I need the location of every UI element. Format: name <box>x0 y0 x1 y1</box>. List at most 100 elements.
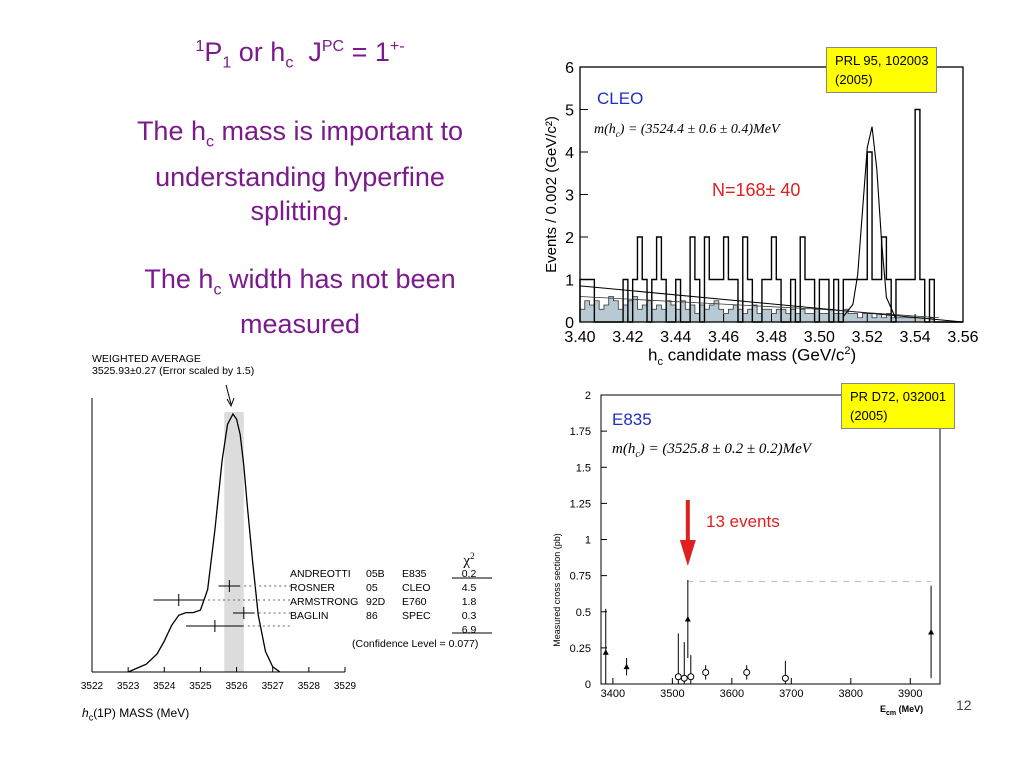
para1-line2: understanding hyperfine <box>155 161 445 192</box>
legend-name: ANDREOTTI <box>290 568 351 580</box>
cleo-peak-fit <box>842 126 897 320</box>
e835-point-circle <box>687 673 695 681</box>
cleo-x-tick-label: 3.50 <box>804 329 835 346</box>
legend-row: BAGLIN 86 SPEC 0.3 <box>290 609 486 623</box>
e835-x-tick-label: 3600 <box>720 688 744 700</box>
para2-a: The h <box>144 263 214 294</box>
para1-b: mass is important to <box>213 116 464 147</box>
e835-point-triangle <box>623 663 630 670</box>
e835-y-tick-label: 1.75 <box>570 426 591 438</box>
cleo-xlabel-sup: 2 <box>844 345 851 357</box>
cleo-y-tick-label: 2 <box>565 230 574 247</box>
e835-y-tick-label: 1.25 <box>570 498 591 510</box>
e835-xlabel: Ecm (MeV) <box>880 704 923 717</box>
legend-experiment: E760 <box>402 596 427 608</box>
ideogram-tick-label: 3526 <box>225 681 248 692</box>
title-subscript: 1 <box>222 54 232 72</box>
legend-chi2: 4.5 <box>461 582 477 594</box>
para2-line2: measured <box>239 309 361 340</box>
legend-chi2: 0.3 <box>461 610 477 622</box>
slide-text: 1P1 or hc JPC = 1+- The hc mass is impor… <box>80 30 520 341</box>
ideogram-header: WEIGHTED AVERAGE 3525.93±0.27 (Error sca… <box>92 353 254 377</box>
cleo-formula: m(hc) = (3524.4 ± 0.6 ± 0.4)MeV <box>594 122 780 139</box>
legend-year: 92D <box>366 596 386 608</box>
e835-arrow-shaft <box>685 500 690 542</box>
legend-year: 05 <box>366 582 378 594</box>
average-band <box>224 412 244 672</box>
e835-point-circle <box>680 674 688 682</box>
title-line: 1P1 or hc JPC = 1+- <box>80 30 520 80</box>
cleo-x-tick-label: 3.48 <box>756 329 787 346</box>
chi2-total: 6.9 <box>461 624 477 636</box>
e835-arrow-label: 13 events <box>706 512 780 531</box>
cleo-x-tick-label: 3.54 <box>900 329 931 346</box>
e835-arrow-head <box>679 540 696 566</box>
legend-experiment: SPEC <box>402 610 431 622</box>
legend-chi2: 0.2 <box>461 568 477 580</box>
cleo-label: CLEO <box>597 89 644 108</box>
e835-y-tick-label: 0.75 <box>570 571 591 583</box>
ideogram-xlabel: hc(1P) MASS (MeV) <box>82 706 189 722</box>
cleo-background-shape <box>579 296 940 319</box>
e835-reference: PR D72, 032001 <box>850 389 947 404</box>
cleo-y-tick-label: 6 <box>565 60 574 77</box>
cleo-xlabel-main: candidate mass (GeV/c <box>662 345 845 365</box>
legend-row: ARMSTRONG 92D E760 1.8 <box>290 595 486 609</box>
legend-experiment: E835 <box>402 568 427 580</box>
e835-year: (2005) <box>850 408 888 423</box>
e835-xlabel-sub: cm <box>886 709 897 717</box>
e835-point-triangle <box>928 628 935 635</box>
para2-line1: The hc width has not been <box>80 262 520 307</box>
e835-x-tick-label: 3500 <box>660 688 684 700</box>
cleo-background-fit <box>579 285 964 323</box>
e835-point-circle <box>674 673 682 681</box>
e835-formula-rest: ) = (3525.8 ± 0.2 ± 0.2)MeV <box>639 441 811 457</box>
cleo-xlabel: hc candidate mass (GeV/c2) <box>648 345 856 368</box>
e835-x-tick-label: 3900 <box>898 688 922 700</box>
cleo-y-tick-label: 1 <box>565 273 574 290</box>
cleo-x-tick-label: 3.40 <box>564 329 595 346</box>
e835-formula-sub: c <box>635 449 640 460</box>
title-mid: or h <box>231 37 286 67</box>
ideogram-tick-label: 3527 <box>262 681 285 692</box>
e835-xlabel-unit: (MeV) <box>896 704 924 714</box>
ideogram-curve <box>127 412 281 673</box>
e835-formula: m(hc) = (3525.8 ± 0.2 ± 0.2)MeV <box>612 441 811 460</box>
e835-y-tick-label: 2 <box>585 390 591 402</box>
page-number: 12 <box>956 697 972 713</box>
legend-name: ROSNER <box>290 582 335 594</box>
e835-point-circle <box>781 674 789 682</box>
cleo-formula-m: m(h <box>594 122 616 137</box>
average-arrow-head <box>226 397 235 408</box>
title-j: J <box>293 37 322 67</box>
ideogram-header-title: WEIGHTED AVERAGE <box>92 353 201 365</box>
e835-ylabel-holder: Measured cross section (pb) <box>547 533 567 647</box>
ideogram-legend: χ2 ANDREOTTI 05B E835 0.2 ROSNER 05 CLEO 4.5 A… <box>290 551 486 651</box>
e835-y-tick-label: 0.25 <box>570 643 591 655</box>
legend-chi2: 1.8 <box>461 596 477 608</box>
legend-experiment: CLEO <box>402 582 431 594</box>
ideogram-xlabel-h: h <box>82 706 89 720</box>
ideogram-tick-label: 3528 <box>298 681 321 692</box>
chi2-total-row: 6.9 <box>290 623 486 637</box>
cleo-y-tick-label: 0 <box>565 315 574 332</box>
e835-formula-m: m(h <box>612 441 636 457</box>
title-p: P <box>204 37 223 67</box>
cleo-xlabel-sub: c <box>657 356 663 369</box>
para2-b: width has not been <box>221 263 456 294</box>
e835-x-tick-label: 3800 <box>839 688 863 700</box>
ideogram-tick-label: 3522 <box>81 681 104 692</box>
title-pc: PC <box>321 38 345 55</box>
legend-year: 05B <box>366 568 385 580</box>
e835-x-tick-label: 3700 <box>779 688 803 700</box>
average-arrow <box>225 384 232 405</box>
ideogram-tick-label: 3524 <box>153 681 176 692</box>
e835-y-tick-label: 0.5 <box>576 607 591 619</box>
cleo-reference-badge: PRL 95, 102003 (2005) <box>826 47 938 93</box>
cleo-formula-rest: ) = (3524.4 ± 0.6 ± 0.4)MeV <box>619 122 780 137</box>
para2-sub: c <box>213 281 222 299</box>
ideogram-xlabel-sub: c <box>88 712 94 723</box>
cleo-xlabel-h: h <box>648 345 658 365</box>
